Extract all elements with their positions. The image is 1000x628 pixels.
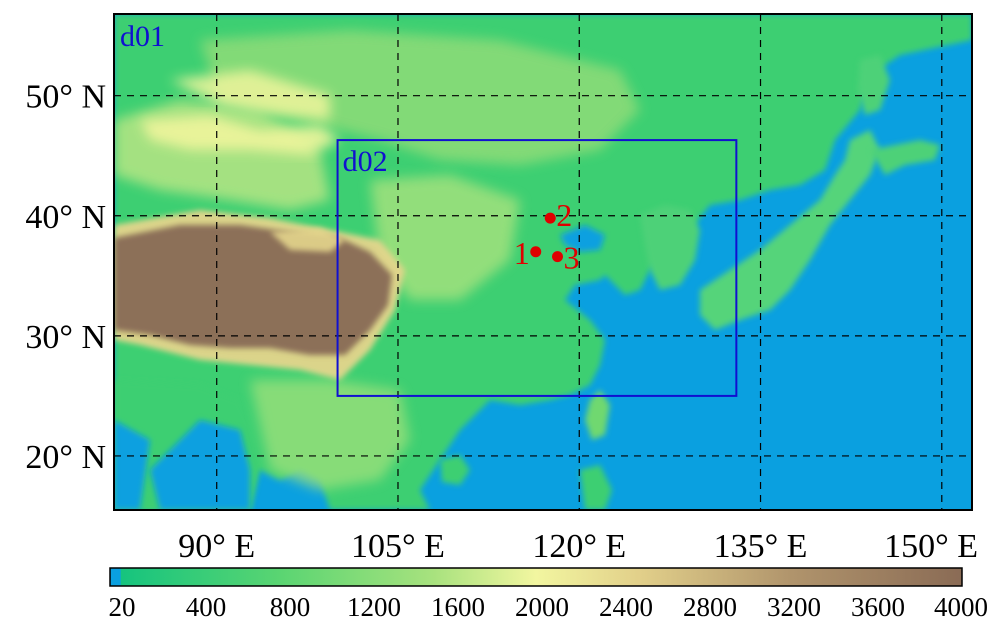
qaidam-basin [270, 228, 345, 252]
lon-tick-label: 135° E [714, 528, 808, 565]
land-luzon [580, 465, 612, 510]
station-marker [530, 246, 542, 258]
lat-tick-label: 20° N [25, 439, 106, 476]
longitude-labels: 90° E 105° E 120° E 135° E 150° E [178, 528, 978, 565]
colorbar-tick-label: 2800 [683, 592, 737, 622]
land-hainan [440, 455, 470, 485]
station-label: 1 [514, 235, 530, 271]
domain-d02-box [336, 139, 738, 397]
tibetan-plateau [114, 225, 392, 355]
lat-tick-label: 50° N [25, 79, 106, 116]
lon-tick-label: 120° E [532, 528, 626, 565]
colorbar-tick-label: 4000 [934, 592, 988, 622]
station-marker [544, 212, 556, 224]
land-hokkaido [870, 140, 940, 175]
lat-tick-label: 40° N [25, 199, 106, 236]
arabian-sea [114, 420, 150, 510]
bay-of-bengal [150, 420, 250, 510]
graticule [114, 14, 972, 510]
mountain-altai [170, 70, 330, 120]
highland-yunnan [250, 380, 410, 490]
station-label: 3 [564, 240, 580, 276]
colorbar-labels: 20 400 800 1200 1600 2000 2400 2800 3200 3600 4000 [109, 592, 989, 622]
lon-tick-label: 150° E [884, 528, 978, 565]
land-taiwan [585, 390, 610, 440]
colorbar-tick-label: 1600 [431, 592, 485, 622]
colorbar-tick-label: 3600 [851, 592, 905, 622]
highland-loess [370, 175, 520, 300]
map-area [114, 14, 972, 510]
colorbar-tick-label: 20 [109, 592, 136, 622]
highland-mongolia [200, 30, 640, 165]
colorbar-tick-label: 1200 [347, 592, 401, 622]
colorbar-tick-label: 800 [270, 592, 311, 622]
colorbar-tick-label: 2400 [599, 592, 653, 622]
station-label: 2 [556, 197, 572, 233]
elevation-colorbar: 20 400 800 1200 1600 2000 2400 2800 3200 3600 4000 [109, 567, 989, 622]
lon-tick-label: 90° E [178, 528, 255, 565]
domain-d02-label: d02 [343, 145, 388, 178]
lon-tick-label: 105° E [351, 528, 445, 565]
lat-tick-label: 30° N [25, 319, 106, 356]
domain-d01-label: d01 [120, 20, 165, 53]
land-korea [640, 205, 700, 290]
land-sakhalin [858, 55, 890, 115]
colorbar-tick-label: 2000 [515, 592, 569, 622]
colorbar-tick-label: 400 [186, 592, 227, 622]
map-frame [113, 13, 973, 511]
bohai-sea [560, 225, 605, 252]
station-markers: 12 3 [514, 197, 580, 275]
land-japan [700, 130, 880, 330]
colorbar-ramp [109, 567, 963, 587]
station-marker [552, 251, 564, 263]
mountain-tianshan [140, 115, 340, 155]
latitude-labels: 50° N 40° N 30° N 20° N [25, 79, 106, 476]
colorbar-tick-label: 3200 [767, 592, 821, 622]
